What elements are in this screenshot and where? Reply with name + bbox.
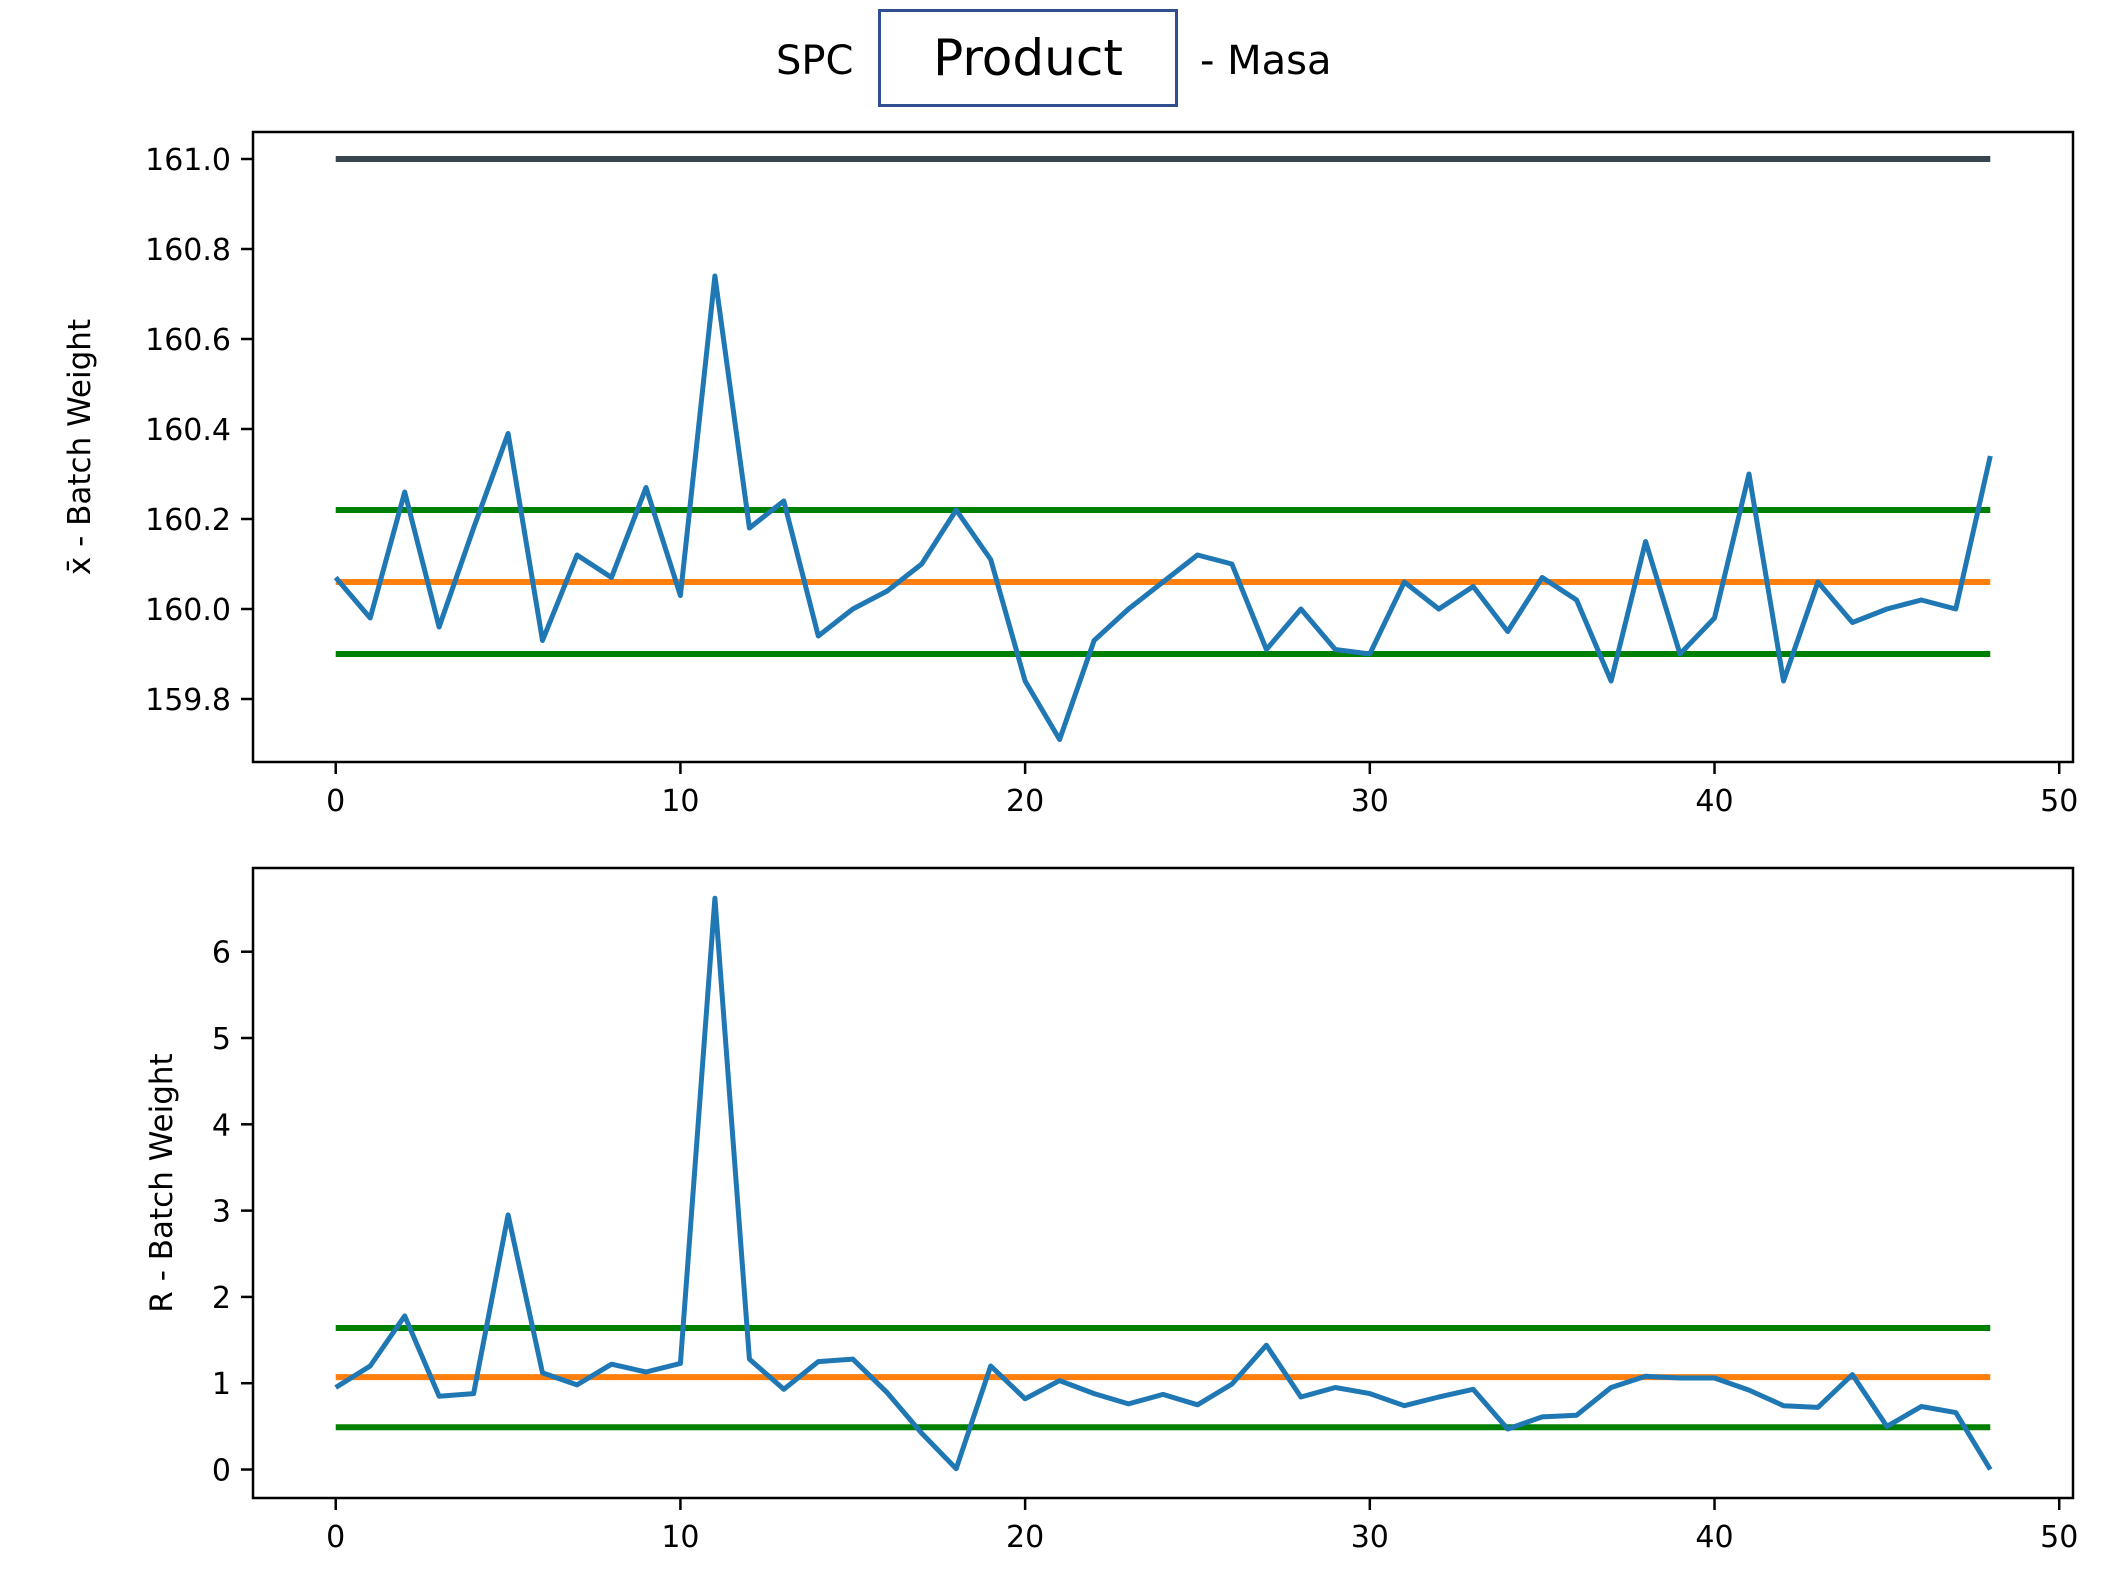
product-input[interactable]: Product [878,9,1178,107]
series-line [334,895,1993,1472]
y-tick-label: 160.6 [145,323,231,358]
x-tick-label: 40 [1695,784,1733,819]
plot-frame [251,130,2075,764]
chart-panel-1: 0 10 20 30 40 50 159.8 160.0 160.2 160.4 160.6 160.… [62,130,2078,819]
y-tick-label: 160.0 [145,593,231,628]
header-prefix: SPC [776,38,854,84]
x-tick-label: 50 [2040,784,2078,819]
x-tick-label: 30 [1351,1520,1389,1555]
header-suffix: - Masa [1200,38,1332,84]
chart-header: SPC Product - Masa [0,0,2112,120]
x-tick-label: 50 [2040,1520,2078,1555]
y-tick-label: 159.8 [145,683,231,718]
y-tick-label: 4 [212,1108,231,1143]
x-tick-label: 10 [661,1520,699,1555]
y-tick-label: 161.0 [145,143,231,178]
plot-frame [251,866,2075,1500]
y-tick-label: 6 [212,936,231,971]
x-tick-label: 40 [1695,1520,1733,1555]
y-tick-label: 160.8 [145,233,231,268]
y-tick-label: 5 [212,1022,231,1057]
y-tick-label: 3 [212,1195,231,1230]
y-axis-label: x̄ - Batch Weight [62,319,98,575]
y-tick-label: 1 [212,1367,231,1402]
x-tick-label: 20 [1006,784,1044,819]
x-tick-label: 10 [661,784,699,819]
x-tick-label: 0 [326,784,345,819]
x-tick-label: 30 [1351,784,1389,819]
y-tick-label: 160.4 [145,413,231,448]
series-line [333,273,1993,742]
y-axis-label: R - Batch Weight [144,1053,180,1312]
x-tick-label: 0 [326,1520,345,1555]
y-tick-label: 0 [212,1454,231,1489]
chart-panel-2: 0 10 20 30 40 50 0 1 2 3 4 5 6 R - Batch Weight [144,866,2078,1555]
x-tick-label: 20 [1006,1520,1044,1555]
y-tick-label: 160.2 [145,503,231,538]
y-tick-label: 2 [212,1281,231,1316]
